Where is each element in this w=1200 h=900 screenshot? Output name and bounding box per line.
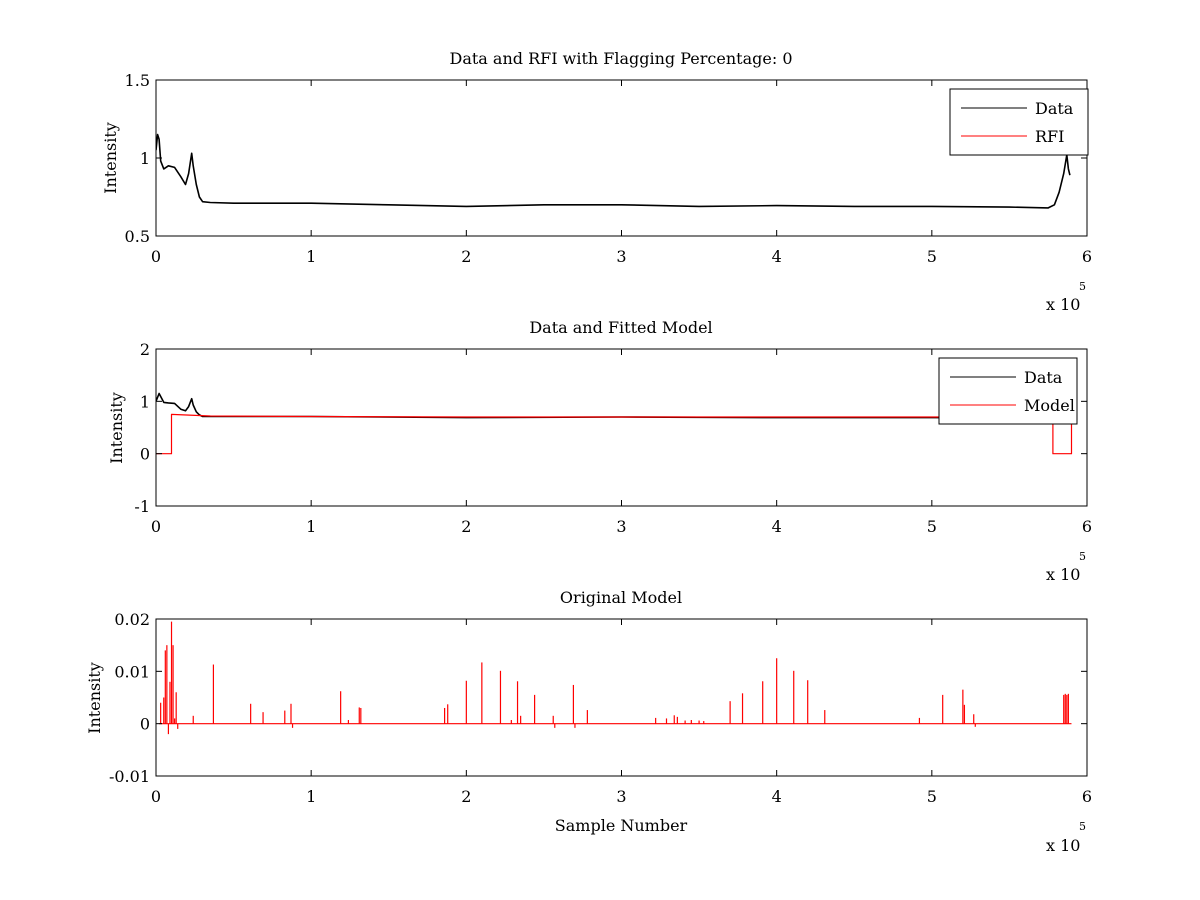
y-tick-label: 0.02: [114, 610, 150, 629]
series-line-data: [156, 133, 1071, 209]
x-tick-label: 4: [772, 247, 782, 266]
x-tick-label: 5: [927, 787, 937, 806]
subplot-title: Original Model: [560, 588, 682, 607]
legend-label-model: Model: [1024, 396, 1075, 415]
y-tick-label: 0.5: [125, 227, 150, 246]
x-tick-label: 3: [616, 787, 626, 806]
x-tick-label: 0: [151, 787, 161, 806]
y-tick-label: 2: [140, 340, 150, 359]
plot-series-group: [159, 621, 1072, 735]
x-tick-label: 4: [772, 517, 782, 536]
x-tick-label: 1: [306, 247, 316, 266]
x-axis-label: Sample Number: [555, 816, 688, 835]
plot-series-group: [156, 133, 1071, 209]
x-tick-label: 5: [927, 247, 937, 266]
subplot-data-and-rfi: Data and RFI with Flagging Percentage: 0…: [101, 49, 1092, 314]
y-axis-label: Intensity: [101, 122, 120, 194]
y-tick-label: 1: [140, 392, 150, 411]
x-tick-label: 3: [616, 247, 626, 266]
y-axis-label: Intensity: [107, 392, 126, 464]
x-tick-label: 6: [1082, 517, 1092, 536]
plot-area: [156, 80, 1087, 236]
subplot-title: Data and Fitted Model: [529, 318, 712, 337]
x-tick-label: 0: [151, 517, 161, 536]
x-tick-label: 2: [461, 247, 471, 266]
series-line-model: [156, 413, 1073, 455]
legend-box: [949, 88, 1089, 156]
y-tick-label: 0: [140, 445, 150, 464]
x-axis-exponent: 5: [1079, 280, 1086, 293]
y-tick-label: -0.01: [109, 767, 150, 786]
y-tick-label: 0: [140, 715, 150, 734]
x-axis-multiplier: x 10: [1046, 565, 1080, 584]
legend: Data Model: [938, 357, 1078, 425]
x-tick-label: 2: [461, 787, 471, 806]
x-tick-label: 6: [1082, 787, 1092, 806]
x-tick-label: 1: [306, 787, 316, 806]
x-tick-label: 4: [772, 787, 782, 806]
subplot-original-model: Original Model Intensity Sample Number x…: [85, 588, 1092, 855]
y-tick-label: 1.5: [125, 71, 150, 90]
subplot-title: Data and RFI with Flagging Percentage: 0: [449, 49, 792, 68]
x-tick-label: 2: [461, 517, 471, 536]
x-tick-label: 3: [616, 517, 626, 536]
x-tick-label: 6: [1082, 247, 1092, 266]
legend-box: [938, 357, 1078, 425]
legend-label-data: Data: [1035, 99, 1074, 118]
x-axis-exponent: 5: [1079, 550, 1086, 563]
x-tick-label: 5: [927, 517, 937, 536]
x-axis-multiplier: x 10: [1046, 836, 1080, 855]
y-axis-label: Intensity: [85, 662, 104, 734]
legend-label-data: Data: [1024, 368, 1063, 387]
legend-label-rfi: RFI: [1035, 127, 1064, 146]
y-tick-label: 1: [140, 149, 150, 168]
y-tick-label: 0.01: [114, 662, 150, 681]
plot-area: [156, 349, 1087, 506]
x-tick-label: 1: [306, 517, 316, 536]
x-tick-label: 0: [151, 247, 161, 266]
plot-area: [156, 619, 1087, 776]
legend: Data RFI: [949, 88, 1089, 156]
subplot-data-and-fitted-model: Data and Fitted Model Intensity x 10 5 0…: [107, 318, 1092, 584]
x-axis-exponent: 5: [1079, 820, 1086, 833]
x-axis-multiplier: x 10: [1046, 295, 1080, 314]
y-tick-label: -1: [134, 497, 150, 516]
